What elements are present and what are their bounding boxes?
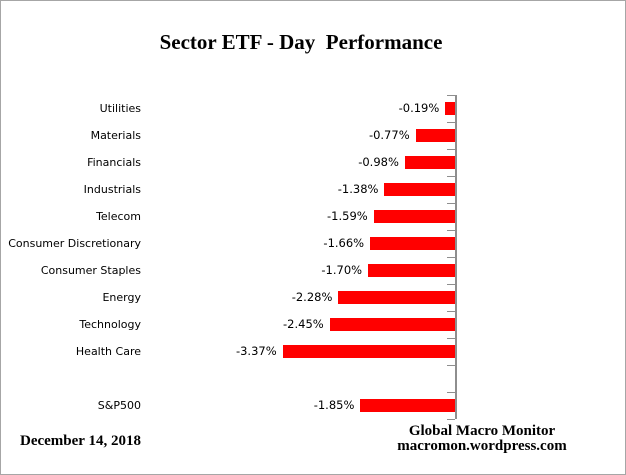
- value-label: -3.37%: [235, 344, 277, 358]
- footer-date: December 14, 2018: [20, 433, 141, 449]
- value-label: -1.66%: [323, 236, 365, 250]
- chart-title: Sector ETF - Day Performance: [159, 30, 443, 54]
- category-label: Industrials: [83, 183, 141, 196]
- bar-consumer-discretionary: [370, 237, 455, 250]
- category-label: S&P500: [97, 399, 141, 412]
- plot-area: Utilities -0.19% Materials -0.77% Financials…: [1, 95, 457, 420]
- bar-consumer-staples: [368, 264, 455, 277]
- axis-tick: [447, 203, 455, 204]
- value-label: -2.28%: [291, 290, 333, 304]
- axis-tick: [447, 257, 455, 258]
- bar-telecom: [373, 210, 455, 223]
- footer-source-line2: macromon.wordpress.com: [397, 438, 567, 454]
- category-label: Technology: [79, 318, 141, 331]
- axis-tick: [447, 365, 455, 366]
- value-label: -0.77%: [368, 128, 410, 142]
- footer-source-line1: Global Macro Monitor: [408, 423, 556, 439]
- bar-health-care: [282, 345, 455, 358]
- footer-source: Global Macro Monitor macromon.wordpress.…: [372, 424, 592, 454]
- value-label: -0.98%: [358, 155, 399, 169]
- category-label: Financials: [87, 156, 141, 169]
- axis-tick: [447, 419, 455, 420]
- axis-tick: [447, 149, 455, 150]
- bar-financials: [404, 156, 455, 169]
- bar-industrials: [384, 183, 455, 196]
- bar-technology: [329, 318, 455, 331]
- value-label: -0.19%: [398, 101, 440, 115]
- axis-tick: [447, 338, 455, 339]
- category-label: Health Care: [75, 345, 141, 358]
- category-label: Consumer Staples: [40, 264, 141, 277]
- category-label: Utilities: [99, 102, 141, 115]
- bar-energy: [338, 291, 455, 304]
- category-label: Materials: [90, 129, 141, 142]
- value-label: -1.70%: [321, 263, 363, 277]
- axis-tick: [447, 122, 455, 123]
- axis-tick: [447, 176, 455, 177]
- value-label: -2.45%: [283, 317, 324, 331]
- category-label: Telecom: [96, 210, 141, 223]
- axis-tick: [447, 95, 455, 96]
- axis-tick: [447, 311, 455, 312]
- value-label: -1.59%: [327, 209, 368, 223]
- category-label: Energy: [102, 291, 141, 304]
- axis-tick: [447, 392, 455, 393]
- bar-s-p500: [360, 399, 455, 412]
- bar-materials: [415, 129, 455, 142]
- value-label: -1.85%: [313, 398, 355, 412]
- axis-tick: [447, 284, 455, 285]
- value-axis-line: [455, 95, 457, 419]
- value-label: -1.38%: [337, 182, 379, 196]
- bar-utilities: [445, 102, 455, 115]
- axis-tick: [447, 230, 455, 231]
- category-label: Consumer Discretionary: [8, 237, 141, 250]
